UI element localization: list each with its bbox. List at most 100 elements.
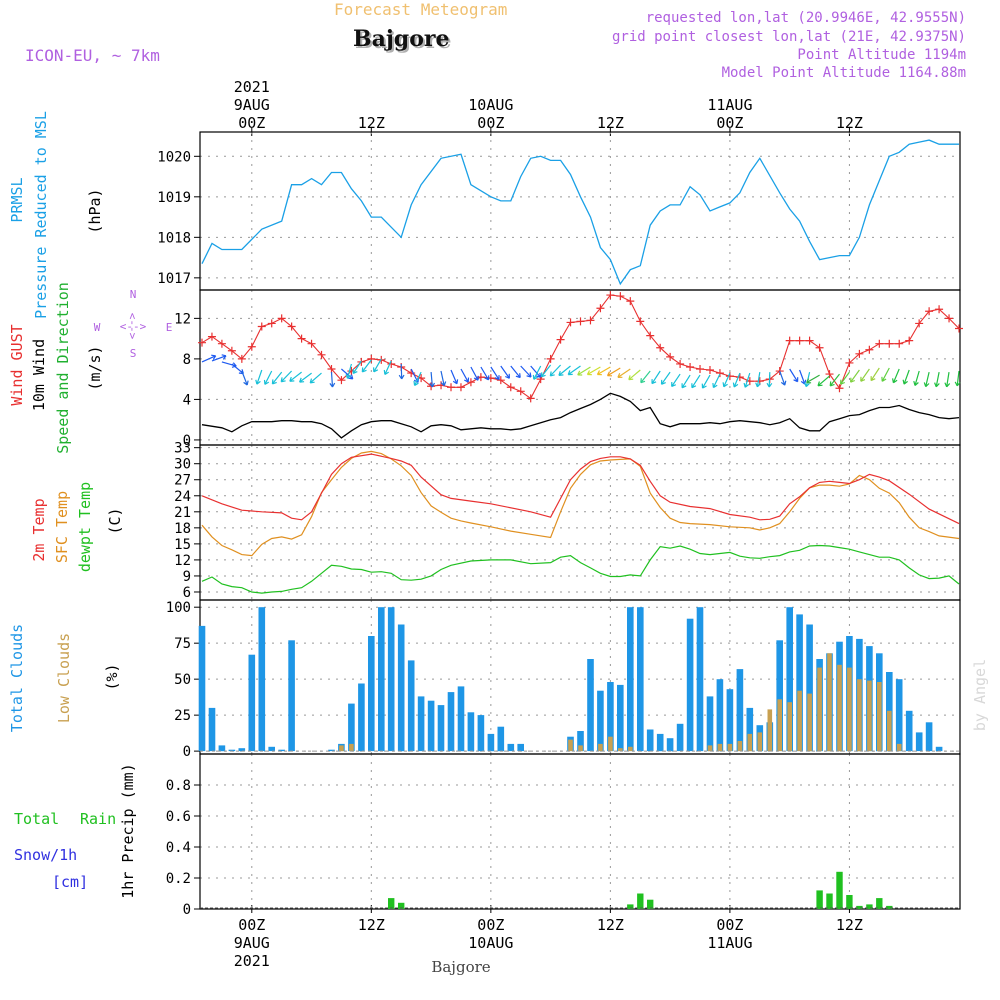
y-tick-label: 27 xyxy=(174,473,191,489)
model-label: ICON-EU, ~ 7km xyxy=(25,46,160,65)
wind-direction-arrow xyxy=(892,368,900,384)
bottom-date-label: 9AUG xyxy=(234,934,270,952)
pressure-panel: 1017 1018 1019 1020 PRMSL Pressure Reduced to… xyxy=(8,111,961,319)
total-cloud-bar xyxy=(517,743,524,752)
y-tick-label: 12 xyxy=(174,553,191,569)
gust-marker xyxy=(785,336,794,345)
low-cloud-bar xyxy=(618,748,623,752)
wind-direction-arrow xyxy=(413,371,422,387)
total-cloud-bar xyxy=(248,654,256,752)
total-cloud-bar xyxy=(328,749,335,752)
total-cloud-bar xyxy=(925,722,933,752)
wind-direction-arrow xyxy=(902,369,910,385)
low-cloud-bar xyxy=(887,710,892,752)
gust-marker xyxy=(576,317,585,326)
low-cloud-bar xyxy=(867,680,872,752)
wind-direction-arrow xyxy=(829,373,840,387)
wind-direction-arrow xyxy=(361,359,372,373)
dewpoint-line xyxy=(201,544,960,594)
gust-marker xyxy=(945,314,954,323)
wind-direction-arrow xyxy=(799,369,807,385)
snow-unit: [cm] xyxy=(52,873,88,891)
gust-marker xyxy=(656,343,665,352)
top-time-label: 12Z xyxy=(836,114,863,132)
wind-direction-arrow xyxy=(470,366,479,381)
y-tick-label: 4 xyxy=(183,392,191,408)
y-tick-label: 9 xyxy=(183,569,191,585)
wind-direction-arrow xyxy=(255,369,263,385)
y-tick-label: 100 xyxy=(166,600,191,616)
clouds-unit: (%) xyxy=(103,663,121,690)
bottom-time-label: 00Z xyxy=(716,916,743,934)
low-cloud-bar xyxy=(837,664,842,752)
wind-panel: 0 4 8 12 Wind GUST 10m Wind Speed and Directio… xyxy=(8,282,964,454)
gust-marker xyxy=(267,319,276,328)
total-cloud-bar xyxy=(935,746,943,752)
wind-direction-arrow xyxy=(596,366,611,376)
compass-arrows: <--> xyxy=(120,320,147,333)
total-cloud-bar xyxy=(895,679,903,752)
total-cloud-bar xyxy=(507,743,515,752)
gust-marker xyxy=(875,339,884,348)
gust-marker xyxy=(297,334,306,343)
wind-speed-line xyxy=(201,392,960,439)
wind-direction-arrow xyxy=(712,373,721,389)
gust-marker xyxy=(885,339,894,348)
low-cloud-bar xyxy=(339,745,344,752)
low-cloud-bar xyxy=(598,743,603,752)
total-cloud-bar xyxy=(208,707,216,752)
compass-west: W xyxy=(94,321,101,334)
total-cloud-bar xyxy=(656,733,664,752)
wind-direction-arrow xyxy=(779,370,787,386)
total-cloud-bar xyxy=(915,732,923,752)
gust-marker xyxy=(566,318,575,327)
wind-direction-arrow xyxy=(520,365,532,378)
wind-direction-arrow xyxy=(806,374,820,384)
gust-marker xyxy=(955,324,964,333)
gust-marker xyxy=(546,354,555,363)
gust-marker xyxy=(666,352,675,361)
gust-marker xyxy=(935,305,944,314)
total-cloud-bar xyxy=(218,745,226,752)
wind-direction-arrow xyxy=(681,374,691,389)
gust-marker xyxy=(257,322,266,331)
rain-bar xyxy=(866,904,873,909)
pressure-unit: (hPa) xyxy=(86,188,104,233)
total-cloud-bar xyxy=(587,659,594,752)
low-cloud-bar xyxy=(727,743,733,752)
sfc-temp-line xyxy=(201,450,960,557)
gust-marker xyxy=(327,365,336,374)
wind-direction-arrow xyxy=(651,370,661,385)
gust-marker xyxy=(676,359,685,368)
wind-direction-arrow xyxy=(263,370,273,385)
low-cloud-bar xyxy=(568,739,573,752)
low-cloud-bar xyxy=(857,679,862,752)
total-cloud-bar xyxy=(348,703,355,752)
wind-direction-arrow xyxy=(241,370,249,386)
wind-unit: (m/s) xyxy=(86,345,104,390)
low-cloud-bar xyxy=(737,741,743,752)
bottom-date-label: 10AUG xyxy=(468,934,513,952)
total-cloud-bar xyxy=(686,618,694,752)
total-cloud-bar xyxy=(726,689,734,752)
total-cloud-bar xyxy=(607,682,614,752)
total-cloud-bar xyxy=(467,712,475,752)
y-tick-label: 1017 xyxy=(157,271,191,287)
total-cloud-bar xyxy=(387,607,395,752)
wind-direction-arrow xyxy=(201,354,217,363)
total-cloud-bar xyxy=(676,723,684,752)
total-cloud-bar xyxy=(238,748,246,752)
gust-marker xyxy=(407,369,416,378)
gust-marker xyxy=(715,369,724,378)
low-cloud-bar xyxy=(847,667,852,752)
gust-line xyxy=(201,294,960,400)
top-date-label: 10AUG xyxy=(468,96,513,114)
gust-marker xyxy=(207,332,216,341)
gust-marker xyxy=(466,378,475,387)
compass-north: N xyxy=(130,288,137,301)
total-cloud-bar xyxy=(627,607,634,752)
gust-marker xyxy=(686,362,695,371)
y-tick-label: 0.2 xyxy=(166,871,191,887)
wind-direction-arrow xyxy=(480,366,490,381)
